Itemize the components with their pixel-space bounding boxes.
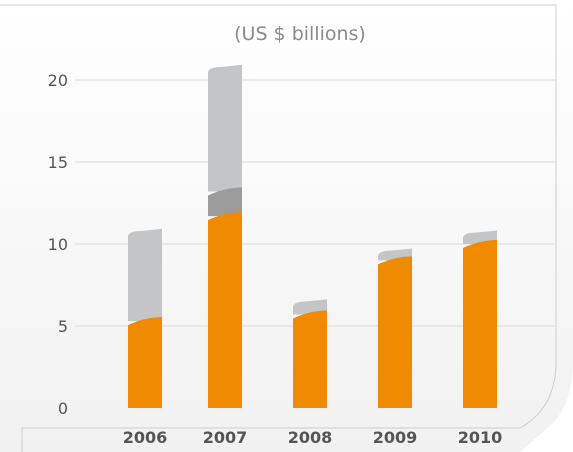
chart-subtitle: (US $ billions) [234,23,366,45]
y-tick-label: 10 [48,235,68,254]
bar-segment-upper [208,64,242,192]
x-tick-label: 2007 [203,428,248,447]
bar-segment-mid [208,187,242,217]
bar-segment-upper [293,299,327,315]
bar-segment-primary [293,310,327,408]
x-axis-ticks: 2006 2007 2008 2009 2010 [123,428,503,447]
bar-segment-primary [128,317,162,408]
bar-2009 [378,248,412,408]
x-tick-label: 2010 [458,428,503,447]
bars [128,64,497,408]
y-axis-ticks: 0 5 10 15 20 [48,71,68,418]
y-tick-label: 5 [58,317,68,336]
panel-border [0,4,557,452]
x-tick-label: 2009 [373,428,418,447]
bar-segment-primary [208,212,242,408]
bar-2010 [463,230,497,408]
bar-2006 [128,228,162,408]
y-tick-label: 0 [58,399,68,418]
bar-2008 [293,299,327,408]
bar-segment-primary [463,240,497,408]
x-tick-label: 2006 [123,428,168,447]
x-tick-label: 2008 [288,428,333,447]
y-tick-label: 20 [48,71,68,90]
bar-2007 [208,64,242,408]
bar-segment-upper [128,228,162,322]
bar-segment-primary [378,256,412,408]
y-tick-label: 15 [48,153,68,172]
